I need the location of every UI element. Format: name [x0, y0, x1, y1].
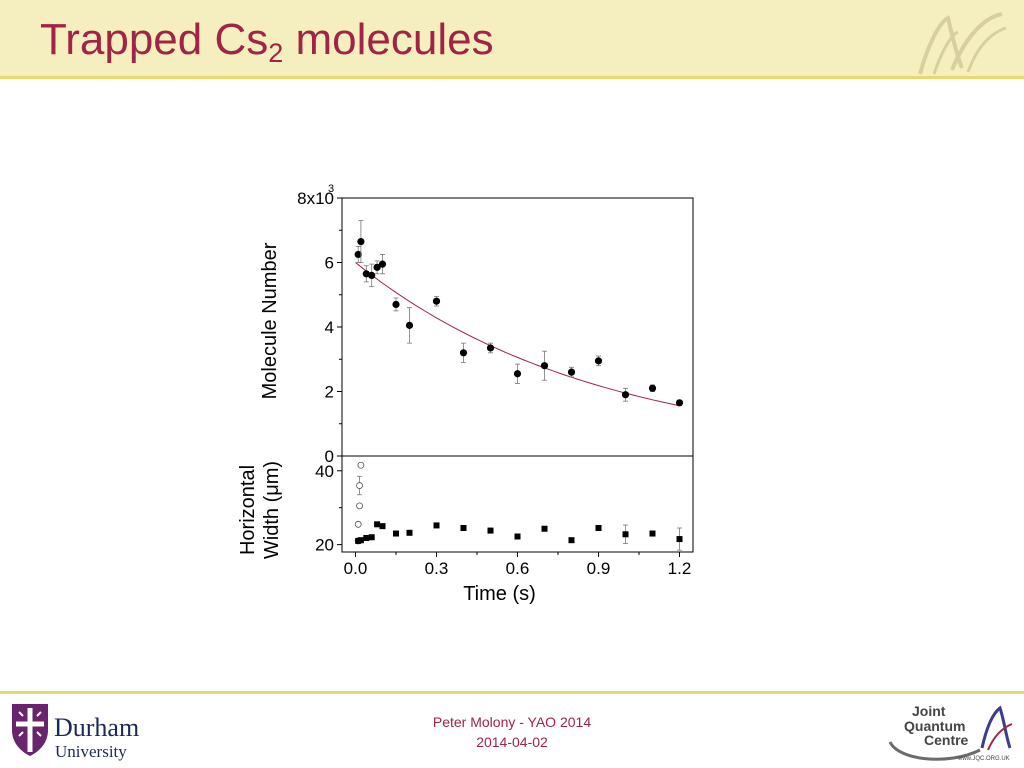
bottom-filled-square-point	[460, 525, 467, 531]
bottom-open-circle-point	[354, 520, 362, 528]
top-data-point	[362, 270, 370, 278]
bottom-open-circle-point	[357, 461, 365, 469]
title-bar	[0, 0, 1024, 76]
top-y-axis: 0 2 4 6 8x10	[297, 189, 342, 466]
bottom-filled-square-point	[357, 537, 364, 544]
bottom-filled-square-point	[433, 522, 440, 529]
bottom-y-axis-label: Horizontal Width (μm)	[237, 461, 283, 559]
jqc-word-quantum: Quantum	[904, 718, 965, 734]
header-rule	[0, 76, 1024, 79]
top-data-points	[354, 220, 684, 407]
jqc-swoosh-logo	[918, 12, 1007, 75]
bottom-y-label-line1: Horizontal	[237, 465, 259, 555]
bottom-filled-square-point	[363, 534, 370, 541]
bottom-y-label-unit: m)	[261, 461, 283, 484]
top-data-point	[373, 263, 381, 271]
jqc-logo: Joint Quantum Centre www.JQC.ORG.UK	[888, 703, 1013, 762]
bottom-filled-square-point	[541, 525, 548, 532]
bottom-data-points	[354, 461, 683, 551]
top-data-point	[567, 368, 576, 376]
bottom-filled-square-point	[374, 521, 381, 528]
bottom-filled-square-point	[406, 529, 413, 536]
footer-rule	[0, 691, 1024, 694]
bottom-y-label-width: Width (	[261, 495, 283, 559]
top-plot-frame	[341, 197, 694, 457]
title-subscript: 2	[268, 38, 284, 68]
jqc-word-joint: Joint	[912, 703, 946, 719]
top-data-point	[392, 300, 400, 309]
bottom-filled-square-point	[622, 531, 629, 538]
exponential-fit-line	[355, 262, 680, 407]
x-tick-label: 0.6	[506, 559, 530, 578]
top-y-tick-label: 0	[325, 447, 334, 466]
bottom-filled-square-point	[568, 537, 575, 544]
top-y-tick-label: 2	[325, 383, 334, 402]
top-data-point	[354, 250, 362, 259]
top-data-point	[540, 362, 549, 370]
bottom-filled-square-point	[487, 527, 494, 534]
top-data-point	[378, 260, 387, 268]
x-tick-label: 0.9	[587, 559, 611, 578]
top-data-point	[459, 349, 468, 357]
top-data-point	[357, 237, 365, 246]
top-data-point	[486, 344, 495, 352]
jqc-url: www.JQC.ORG.UK	[957, 756, 1010, 762]
jqc-word-centre: Centre	[924, 732, 969, 748]
top-data-point	[594, 357, 603, 365]
bottom-filled-square-point	[368, 534, 375, 541]
title-text: Trapped Cs	[40, 15, 269, 64]
top-y-tick-label: 4	[325, 318, 334, 337]
bottom-y-label-line2: Width (μm)	[261, 461, 283, 559]
top-panel: 0 2 4 6 8x10 3 Molecule Number	[259, 183, 694, 466]
top-data-point	[621, 391, 630, 399]
bottom-y-label-mu: μ	[261, 484, 283, 496]
top-data-point	[368, 271, 376, 279]
bottom-filled-square-point	[676, 536, 683, 543]
x-tick-label: 1.2	[668, 559, 692, 578]
footer-date: 2014-04-02	[476, 734, 548, 750]
top-y-axis-label: Molecule Number	[259, 242, 281, 399]
bottom-filled-square-point	[379, 523, 386, 530]
durham-university-logo: Durham University	[12, 704, 139, 761]
x-axis: 0.0 0.3 0.6 0.9 1.2	[344, 552, 692, 578]
top-data-point	[405, 321, 414, 329]
top-data-point	[648, 384, 657, 392]
top-data-point	[513, 370, 522, 378]
university-wordmark: University	[55, 742, 127, 761]
footer-author: Peter Molony - YAO 2014	[432, 714, 592, 730]
top-y-tick-label: 6	[325, 254, 334, 273]
bottom-filled-square-point	[393, 530, 399, 537]
jqc-swoosh-icon	[888, 741, 981, 761]
bottom-open-circle-point	[356, 502, 363, 510]
slide-title: Trapped Cs2 molecules	[40, 14, 494, 68]
bottom-open-circle-point	[356, 482, 363, 489]
durham-wordmark: Durham	[54, 713, 139, 742]
x-tick-label: 0.3	[425, 559, 449, 578]
bottom-filled-square-point	[514, 533, 521, 540]
top-data-point	[432, 297, 441, 305]
footer-text: Peter Molony - YAO 2014 2014-04-02	[362, 712, 662, 752]
bottom-y-tick-label: 40	[315, 462, 334, 481]
bottom-filled-square-point	[649, 530, 656, 537]
bottom-y-tick-label: 20	[315, 536, 334, 555]
bottom-filled-square-point	[595, 525, 602, 531]
top-data-point	[675, 399, 684, 407]
top-y-tick-label: 8x10	[297, 189, 334, 208]
top-y-exponent: 3	[328, 183, 334, 195]
title-text-rest: molecules	[283, 15, 494, 64]
x-tick-label: 0.0	[344, 559, 368, 578]
x-axis-label: Time (s)	[463, 583, 536, 605]
